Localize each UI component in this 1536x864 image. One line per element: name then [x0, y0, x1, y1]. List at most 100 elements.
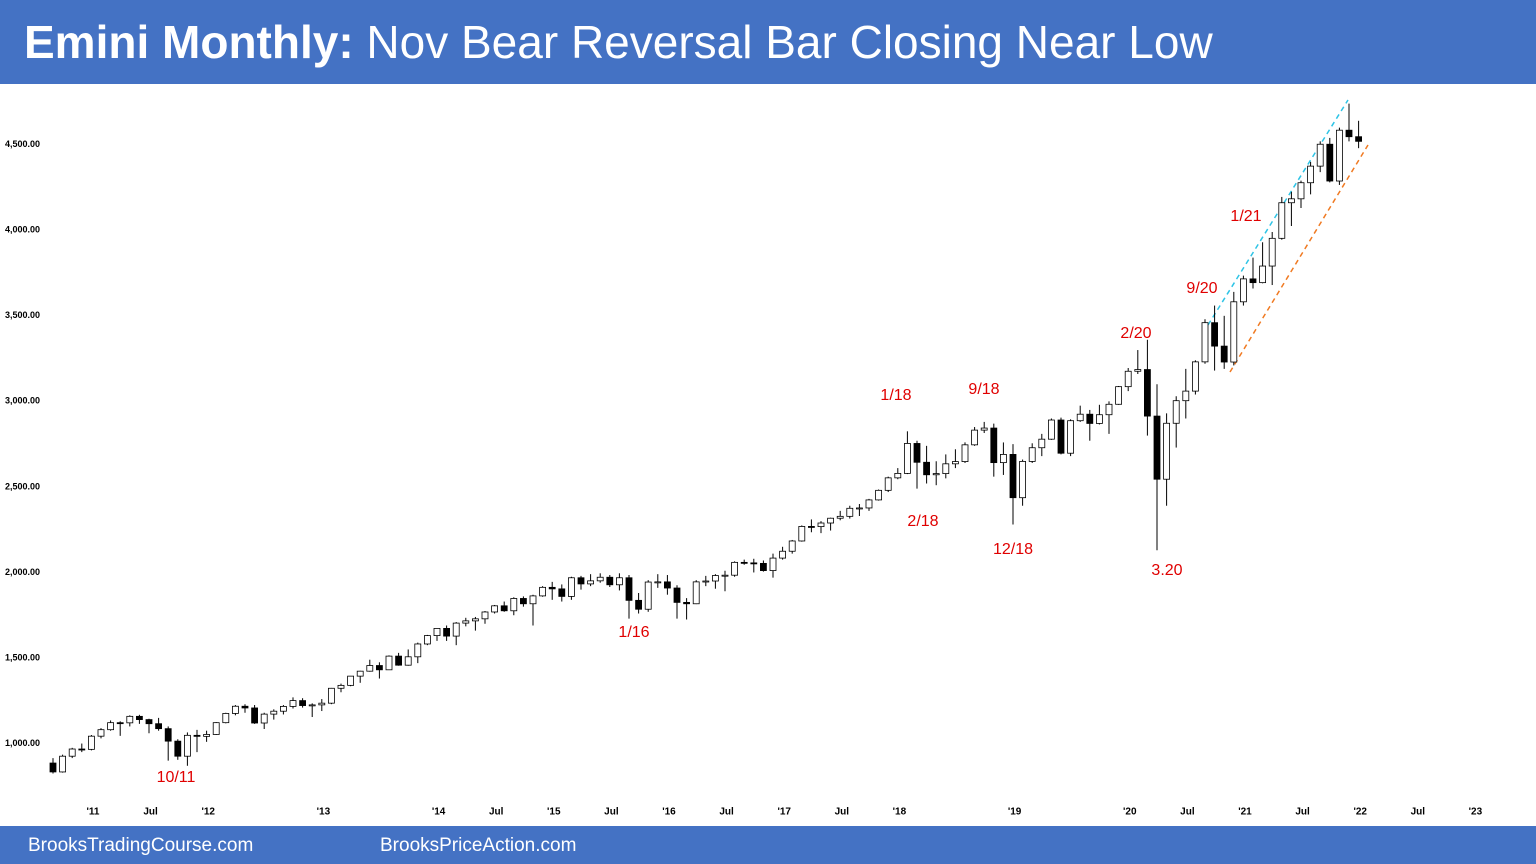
y-tick-label: 3,000.00 [5, 396, 40, 406]
candle-body [712, 575, 719, 582]
candle-body [289, 700, 297, 707]
candle-body [788, 540, 796, 552]
candle-body [1201, 322, 1209, 363]
candle-body [1288, 198, 1295, 204]
candle-body [500, 605, 508, 612]
candle-body [375, 665, 383, 671]
candle-body [356, 670, 364, 677]
y-tick-label: 1,500.00 [5, 652, 40, 662]
candle-body [212, 722, 220, 735]
x-tick-label: Jul [835, 807, 850, 818]
candle-body [827, 517, 834, 524]
candle-body [462, 620, 470, 624]
annotation: 2/20 [1120, 325, 1151, 342]
footer: BrooksTradingCourse.com BrooksPriceActio… [0, 826, 1536, 864]
candle-body [1067, 420, 1074, 454]
candle-body [779, 550, 786, 559]
footer-link: BrooksPriceAction.com [380, 835, 577, 856]
candle-body [769, 557, 777, 571]
candle-body [164, 728, 172, 742]
candle-body [702, 580, 710, 583]
candle-body [856, 507, 863, 510]
annotation: 3.20 [1151, 562, 1182, 579]
candle-body [1326, 143, 1334, 182]
x-tick-label: '16 [662, 807, 676, 818]
candle-body [510, 598, 518, 612]
x-tick-label: Jul [143, 807, 158, 818]
candle-body [183, 734, 191, 757]
annotation: 1/16 [618, 624, 649, 641]
candle-body [808, 526, 815, 528]
candle-body [423, 635, 431, 645]
candle-body [740, 561, 748, 564]
annotation: 12/18 [993, 541, 1033, 558]
candle-body [1038, 438, 1046, 449]
candle-body [1163, 422, 1170, 480]
y-tick-label: 2,500.00 [5, 481, 40, 491]
y-tick-label: 2,000.00 [5, 567, 40, 577]
annotation: 2/18 [907, 513, 938, 530]
candle-body [798, 526, 806, 542]
candle-body [558, 588, 566, 597]
candle-body [692, 581, 700, 605]
candle-body [1345, 129, 1353, 138]
candle-body [260, 713, 268, 724]
x-tick-label: Jul [1295, 807, 1310, 818]
annotation: 9/18 [968, 381, 999, 398]
candle-body [990, 427, 998, 464]
candle-body [731, 561, 738, 576]
candle-body [539, 586, 546, 597]
candle-body [1268, 237, 1276, 267]
y-tick-label: 3,500.00 [5, 310, 40, 320]
x-tick-label: '22 [1353, 807, 1367, 818]
candle-body [817, 522, 825, 528]
x-tick-label: '15 [547, 807, 561, 818]
candle-body [836, 515, 844, 519]
candle-body [1316, 143, 1324, 167]
candle-body [760, 562, 767, 571]
candle-body [174, 740, 182, 757]
candle-body [318, 702, 326, 706]
candle-body [1336, 129, 1343, 182]
annotation: 1/21 [1230, 208, 1261, 225]
candle-body [548, 586, 556, 590]
candle-body [520, 598, 527, 605]
y-tick-label: 1,000.00 [5, 738, 40, 748]
candle-body [596, 576, 604, 582]
x-tick-label: '18 [893, 807, 907, 818]
candle-body [126, 715, 134, 724]
candle-body [1153, 415, 1161, 480]
candle-body [337, 684, 345, 689]
candle-body [683, 601, 690, 605]
candle-body [491, 605, 499, 613]
candle-body [155, 723, 163, 730]
candle-body [1115, 386, 1122, 405]
x-tick-label: Jul [719, 807, 734, 818]
x-tick-label: Jul [604, 807, 619, 818]
x-tick-label: '13 [317, 807, 331, 818]
candle-body [952, 461, 959, 465]
candle-body [635, 599, 642, 610]
candle-body [203, 734, 211, 737]
candle-body [471, 618, 479, 622]
candle-body [347, 675, 355, 686]
upper-channel-line [1207, 99, 1349, 326]
candle-body [961, 444, 969, 462]
candle-body [49, 762, 57, 773]
candle-body [1019, 461, 1026, 499]
candle-body [59, 755, 66, 773]
candle-body [971, 429, 978, 446]
candle-body [904, 443, 911, 474]
candle-body [894, 472, 902, 479]
candle-body [616, 577, 623, 586]
x-tick-label: '14 [432, 807, 446, 818]
y-tick-label: 4,000.00 [5, 225, 40, 235]
header: Emini Monthly: Nov Bear Reversal Bar Clo… [0, 0, 1536, 84]
candle-body [1230, 301, 1238, 363]
candle-body [135, 715, 143, 720]
x-tick-label: '23 [1469, 807, 1483, 818]
candle-body [1355, 136, 1362, 142]
candle-body [1144, 369, 1151, 417]
candle-body [1259, 265, 1266, 284]
